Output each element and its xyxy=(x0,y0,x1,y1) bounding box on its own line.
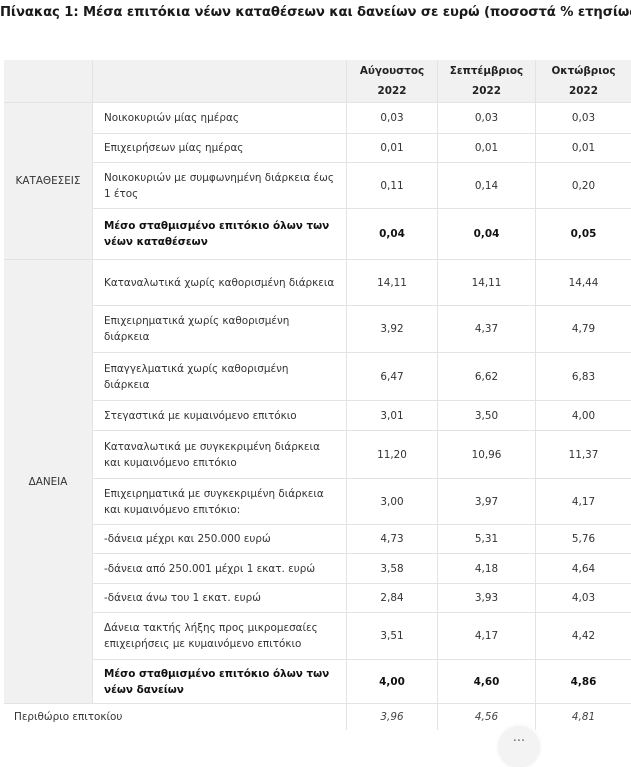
row-label: Επαγγελματικά χωρίς καθορισμένη διάρκεια xyxy=(93,353,347,401)
row-label: Νοικοκυριών με συμφωνημένη διάρκεια έως … xyxy=(93,163,347,209)
value-cell: 4,86 xyxy=(536,660,631,704)
table-row: -δάνεια άνω του 1 εκατ. ευρώ 2,84 3,93 4… xyxy=(4,584,631,613)
value-cell: 0,20 xyxy=(536,163,631,209)
row-label: Επιχειρηματικά με συγκεκριμένη διάρκεια … xyxy=(93,479,347,525)
column-header-august: Αύγουστος 2022 xyxy=(347,60,438,103)
value-cell: 14,44 xyxy=(536,260,631,306)
table-row: ΔΑΝΕΙΑ Καταναλωτικά χωρίς καθορισμένη δι… xyxy=(4,260,631,704)
column-header-september: Σεπτέμβριος 2022 xyxy=(438,60,536,103)
value-cell: 14,11 xyxy=(347,260,438,306)
value-cell: 10,96 xyxy=(438,431,536,479)
row-label: Επιχειρήσεων μίας ημέρας xyxy=(93,134,347,163)
value-cell: 3,00 xyxy=(347,479,438,525)
value-cell: 2,84 xyxy=(347,584,438,613)
value-cell: 14,11 xyxy=(438,260,536,306)
table-row: Επαγγελματικά χωρίς καθορισμένη διάρκεια… xyxy=(4,353,631,401)
row-label: -δάνεια μέχρι και 250.000 ευρώ xyxy=(93,525,347,554)
value-cell: 4,03 xyxy=(536,584,631,613)
table-row-total: Μέσο σταθμισμένο επιτόκιο όλων των νέων … xyxy=(4,660,631,704)
row-label: -δάνεια από 250.001 μέχρι 1 εκατ. ευρώ xyxy=(93,554,347,584)
value-cell: 0,05 xyxy=(536,209,631,260)
row-label: Μέσο σταθμισμένο επιτόκιο όλων των νέων … xyxy=(93,209,347,260)
value-cell: 5,31 xyxy=(438,525,536,554)
value-cell: 11,37 xyxy=(536,431,631,479)
table-row-total: Μέσο σταθμισμένο επιτόκιο όλων των νέων … xyxy=(4,209,631,260)
value-cell: 0,03 xyxy=(438,103,536,134)
table-title: Πίνακας 1: Μέσα επιτόκια νέων καταθέσεων… xyxy=(0,5,631,20)
table-header-row: Αύγουστος 2022 Σεπτέμβριος 2022 Οκτώβριος 2… xyxy=(4,60,631,103)
value-cell: 0,14 xyxy=(438,163,536,209)
value-cell: 4,42 xyxy=(536,613,631,660)
row-label: Δάνεια τακτής λήξης προς μικρομεσαίες επ… xyxy=(93,613,347,660)
table-row: ΚΑΤΑΘΕΣΕΙΣ Νοικοκυριών μίας ημέρας 0,03 … xyxy=(4,103,631,260)
row-label: Μέσο σταθμισμένο επιτόκιο όλων των νέων … xyxy=(93,660,347,704)
value-cell: 0,01 xyxy=(438,134,536,163)
section-label-deposits: ΚΑΤΑΘΕΣΕΙΣ xyxy=(4,103,93,260)
value-cell: 3,01 xyxy=(347,401,438,431)
value-cell: 4,81 xyxy=(571,711,596,723)
value-cell: 4,64 xyxy=(536,554,631,584)
value-cell: 4,73 xyxy=(347,525,438,554)
row-label: Στεγαστικά με κυμαινόμενο επιτόκιο xyxy=(93,401,347,431)
row-label: -δάνεια άνω του 1 εκατ. ευρώ xyxy=(93,584,347,613)
table-row: -δάνεια από 250.001 μέχρι 1 εκατ. ευρώ 3… xyxy=(4,554,631,584)
header-empty-cell xyxy=(93,60,347,103)
value-cell: 0,11 xyxy=(347,163,438,209)
table-row: Δάνεια τακτής λήξης προς μικρομεσαίες επ… xyxy=(4,613,631,660)
value-cell: 0,01 xyxy=(347,134,438,163)
value-cell: 3,93 xyxy=(438,584,536,613)
floating-menu-button[interactable]: ... xyxy=(499,727,539,767)
value-cell: 6,62 xyxy=(438,353,536,401)
value-cell: 4,17 xyxy=(536,479,631,525)
value-cell: 5,76 xyxy=(536,525,631,554)
value-cell: 3,50 xyxy=(438,401,536,431)
row-label: Καταναλωτικά με συγκεκριμένη διάρκεια κα… xyxy=(93,431,347,479)
table-row: Επιχειρήσεων μίας ημέρας 0,01 0,01 0,01 xyxy=(4,134,631,163)
value-cell: 3,97 xyxy=(438,479,536,525)
value-cell: 0,01 xyxy=(536,134,631,163)
column-header-october: Οκτώβριος 2022 xyxy=(536,60,631,103)
row-label: Επιχειρηματικά χωρίς καθορισμένη διάρκει… xyxy=(93,306,347,353)
value-cell: 4,56 xyxy=(438,704,536,730)
value-cell: 0,04 xyxy=(347,209,438,260)
value-cell: 6,83 xyxy=(536,353,631,401)
value-cell: 3,92 xyxy=(347,306,438,353)
value-cell: 0,04 xyxy=(438,209,536,260)
value-cell: 4,79 xyxy=(536,306,631,353)
value-cell: 4,17 xyxy=(438,613,536,660)
value-cell: 3,58 xyxy=(347,554,438,584)
table-row: Επιχειρηματικά χωρίς καθορισμένη διάρκει… xyxy=(4,306,631,353)
section-label-loans: ΔΑΝΕΙΑ xyxy=(4,260,93,704)
value-cell: 3,51 xyxy=(347,613,438,660)
value-cell: 4,00 xyxy=(347,660,438,704)
table-row: Καταναλωτικά με συγκεκριμένη διάρκεια κα… xyxy=(4,431,631,479)
row-label: Περιθώριο επιτοκίου xyxy=(4,704,347,730)
value-cell: 6,47 xyxy=(347,353,438,401)
value-cell: 4,37 xyxy=(438,306,536,353)
value-cell: 11,20 xyxy=(347,431,438,479)
value-cell: 0,03 xyxy=(347,103,438,134)
table-row: -δάνεια μέχρι και 250.000 ευρώ 4,73 5,31… xyxy=(4,525,631,554)
row-label: Καταναλωτικά χωρίς καθορισμένη διάρκεια xyxy=(93,260,347,306)
value-cell: 4,18 xyxy=(438,554,536,584)
value-cell: 4,60 xyxy=(438,660,536,704)
table-row: Επιχειρηματικά με συγκεκριμένη διάρκεια … xyxy=(4,479,631,525)
interest-rates-table: Αύγουστος 2022 Σεπτέμβριος 2022 Οκτώβριος 2… xyxy=(4,60,631,730)
table-row: Νοικοκυριών με συμφωνημένη διάρκεια έως … xyxy=(4,163,631,209)
table-row-margin: Περιθώριο επιτοκίου 3,96 4,56 4,81 xyxy=(4,704,631,730)
table-row: Στεγαστικά με κυμαινόμενο επιτόκιο 3,01 … xyxy=(4,401,631,431)
row-label: Νοικοκυριών μίας ημέρας xyxy=(93,103,347,134)
header-empty-cell xyxy=(4,60,93,103)
value-cell: 3,96 xyxy=(347,704,438,730)
value-cell: 4,00 xyxy=(536,401,631,431)
value-cell: 0,03 xyxy=(536,103,631,134)
